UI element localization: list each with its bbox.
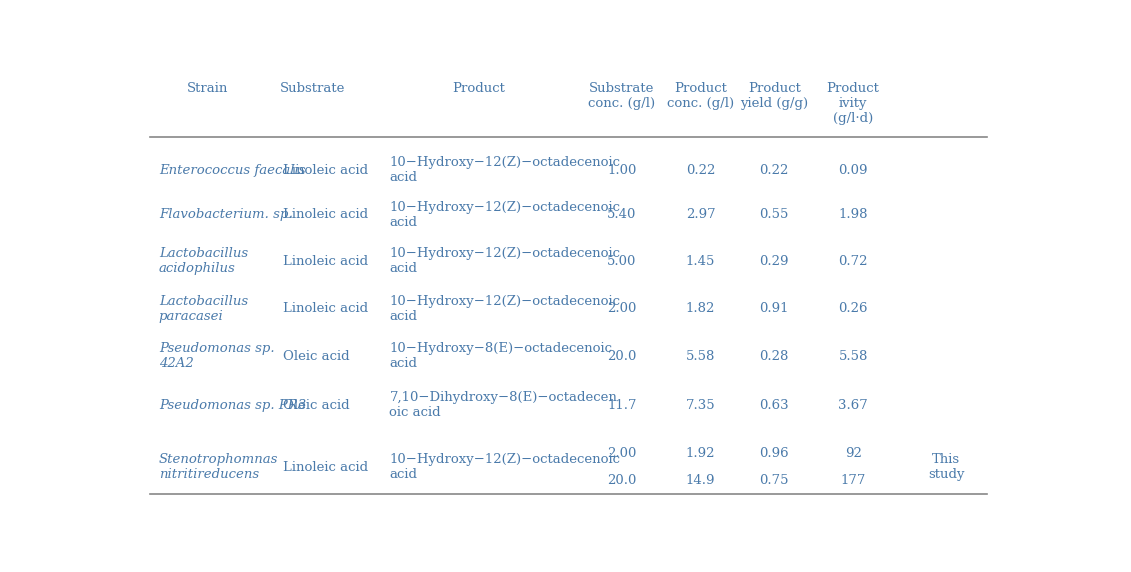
Text: 10−Hydroxy−8(E)−octadecenoic
acid: 10−Hydroxy−8(E)−octadecenoic acid [389, 342, 612, 370]
Text: 2.97: 2.97 [685, 208, 716, 221]
Text: 2.00: 2.00 [607, 447, 637, 460]
Text: 2.00: 2.00 [607, 302, 637, 315]
Text: 92: 92 [845, 447, 862, 460]
Text: 5.58: 5.58 [685, 349, 715, 363]
Text: 0.63: 0.63 [759, 399, 789, 412]
Text: Linoleic acid: Linoleic acid [284, 460, 369, 474]
Text: Enterococcus faecalis: Enterococcus faecalis [158, 164, 305, 177]
Text: 10−Hydroxy−12(Z)−octadecenoic
acid: 10−Hydroxy−12(Z)−octadecenoic acid [389, 156, 621, 184]
Text: 14.9: 14.9 [685, 474, 715, 487]
Text: 7,10−Dihydroxy−8(E)−octadecen
oic acid: 7,10−Dihydroxy−8(E)−octadecen oic acid [389, 391, 618, 419]
Text: 1.98: 1.98 [838, 208, 867, 221]
Text: Substrate: Substrate [279, 82, 345, 95]
Text: Linoleic acid: Linoleic acid [284, 208, 369, 221]
Text: Lactobacillus
paracasei: Lactobacillus paracasei [158, 295, 248, 323]
Text: Stenotrophomnas
nitritireducens: Stenotrophomnas nitritireducens [158, 453, 278, 481]
Text: 0.22: 0.22 [760, 164, 789, 177]
Text: 10−Hydroxy−12(Z)−octadecenoic
acid: 10−Hydroxy−12(Z)−octadecenoic acid [389, 201, 621, 229]
Text: 0.29: 0.29 [760, 255, 789, 268]
Text: Product: Product [452, 82, 506, 95]
Text: This
study: This study [927, 453, 965, 481]
Text: 0.75: 0.75 [760, 474, 789, 487]
Text: 5.58: 5.58 [838, 349, 867, 363]
Text: Oleic acid: Oleic acid [284, 399, 349, 412]
Text: Flavobacterium. sp.: Flavobacterium. sp. [158, 208, 293, 221]
Text: 0.26: 0.26 [838, 302, 867, 315]
Text: Lactobacillus
acidophilus: Lactobacillus acidophilus [158, 247, 248, 275]
Text: 0.55: 0.55 [760, 208, 789, 221]
Text: Linoleic acid: Linoleic acid [284, 164, 369, 177]
Text: 10−Hydroxy−12(Z)−octadecenoic
acid: 10−Hydroxy−12(Z)−octadecenoic acid [389, 295, 621, 323]
Text: 177: 177 [840, 474, 866, 487]
Text: 7.35: 7.35 [685, 399, 716, 412]
Text: 0.28: 0.28 [760, 349, 789, 363]
Text: 0.09: 0.09 [838, 164, 867, 177]
Text: Linoleic acid: Linoleic acid [284, 302, 369, 315]
Text: 1.82: 1.82 [685, 302, 715, 315]
Text: 0.96: 0.96 [759, 447, 789, 460]
Text: 20.0: 20.0 [607, 349, 637, 363]
Text: 11.7: 11.7 [607, 399, 637, 412]
Text: 1.92: 1.92 [685, 447, 715, 460]
Text: Product
conc. (g/l): Product conc. (g/l) [667, 82, 734, 110]
Text: Pseudomonas sp. PR3: Pseudomonas sp. PR3 [158, 399, 307, 412]
Text: Linoleic acid: Linoleic acid [284, 255, 369, 268]
Text: Oleic acid: Oleic acid [284, 349, 349, 363]
Text: Substrate
conc. (g/l): Substrate conc. (g/l) [588, 82, 655, 110]
Text: 0.91: 0.91 [760, 302, 789, 315]
Text: 1.45: 1.45 [685, 255, 715, 268]
Text: 1.00: 1.00 [607, 164, 637, 177]
Text: Product
yield (g/g): Product yield (g/g) [740, 82, 809, 110]
Text: Product
ivity
(g/l·d): Product ivity (g/l·d) [827, 82, 880, 125]
Text: Pseudomonas sp.
42A2: Pseudomonas sp. 42A2 [158, 342, 275, 370]
Text: 5.00: 5.00 [607, 255, 637, 268]
Text: 10−Hydroxy−12(Z)−octadecenoic
acid: 10−Hydroxy−12(Z)−octadecenoic acid [389, 247, 621, 275]
Text: Strain: Strain [187, 82, 227, 95]
Text: 5.40: 5.40 [607, 208, 637, 221]
Text: 20.0: 20.0 [607, 474, 637, 487]
Text: 0.22: 0.22 [685, 164, 715, 177]
Text: 0.72: 0.72 [838, 255, 867, 268]
Text: 10−Hydroxy−12(Z)−octadecenoic
acid: 10−Hydroxy−12(Z)−octadecenoic acid [389, 453, 621, 481]
Text: 3.67: 3.67 [838, 399, 867, 412]
